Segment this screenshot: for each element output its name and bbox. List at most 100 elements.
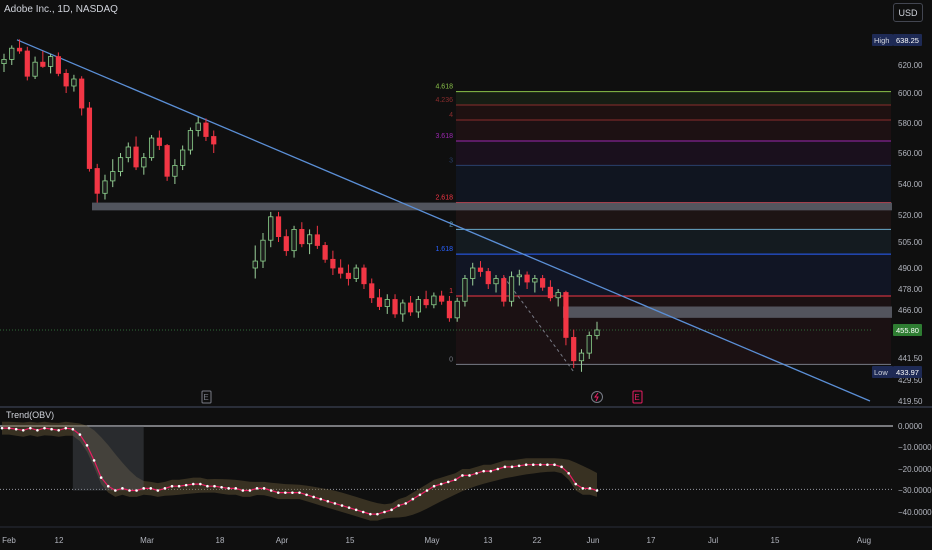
earnings-marker-label: E (203, 393, 208, 402)
obv-point (354, 508, 358, 512)
candle-body (415, 299, 421, 313)
obv-point (64, 426, 68, 430)
time-tick-label: Feb (2, 536, 16, 545)
price-tick-label: 419.50 (898, 397, 923, 406)
obv-point (213, 484, 216, 488)
obv-point (376, 512, 379, 516)
low-badge-label-bg (872, 366, 893, 378)
obv-point (369, 512, 372, 516)
candle-body (141, 157, 147, 168)
candle-body (180, 149, 186, 166)
candle-body (470, 267, 476, 279)
time-tick-label: Jul (708, 536, 718, 545)
fib-level-label: 1 (449, 288, 453, 295)
candle-body (102, 180, 108, 194)
obv-point (539, 463, 542, 467)
time-tick-label: 12 (55, 536, 64, 545)
time-tick-label: Aug (857, 536, 871, 545)
obv-point (234, 487, 238, 490)
obv-point (489, 469, 493, 473)
price-tick-label: 478.00 (898, 285, 923, 294)
fib-level-label: 4 (449, 112, 453, 119)
indicator-label[interactable]: Trend(OBV) (6, 410, 55, 420)
obv-point (163, 487, 167, 490)
fib-band (456, 91, 891, 105)
obv-point (404, 502, 408, 505)
price-tick-label: 490.00 (898, 264, 923, 273)
candle-body (446, 300, 453, 319)
time-tick-label: Mar (140, 536, 154, 545)
candle-body (9, 47, 15, 60)
price-tick-label: 560.00 (898, 149, 923, 158)
price-axis[interactable]: 620.00 600.00 580.00 560.00 540.00 520.00 505.… (898, 61, 923, 406)
time-tick-label: Apr (276, 536, 289, 545)
candle-body (392, 299, 398, 315)
obv-point (85, 444, 89, 447)
obv-point (496, 467, 500, 471)
obv-point (475, 472, 478, 475)
obv-point (177, 484, 181, 488)
candle-body (501, 278, 507, 302)
candle-body (268, 216, 274, 241)
candle-body (291, 228, 297, 252)
candle-body (16, 47, 23, 52)
obv-point (432, 484, 436, 488)
obv-point (57, 429, 60, 432)
candle-body (540, 278, 546, 288)
price-tick-label: 429.50 (898, 376, 923, 385)
obv-point (99, 476, 103, 479)
obv-point (390, 508, 393, 512)
candle-body (508, 276, 515, 302)
obv-cloud (72, 426, 144, 491)
fib-band (456, 229, 891, 255)
obv-point (156, 489, 160, 492)
price-tick-label: 466.00 (898, 306, 923, 315)
time-tick-label: 15 (346, 536, 355, 545)
time-tick-label: 18 (216, 536, 225, 545)
obv-point (454, 478, 457, 482)
high-badge-value: 638.25 (896, 36, 919, 45)
obv-point (248, 489, 252, 492)
candle-body (322, 245, 328, 260)
candle-body (314, 234, 320, 246)
candle-body (79, 78, 85, 109)
obv-point (92, 459, 96, 462)
support-zone-lower (563, 306, 892, 318)
candle-body (400, 302, 406, 315)
candle-body (156, 137, 162, 146)
fib-band (456, 141, 891, 166)
candle-body (345, 272, 352, 279)
price-tick-label: 600.00 (898, 89, 923, 98)
obv-point (510, 465, 514, 469)
lightning-icon (594, 392, 599, 402)
obv-point (71, 427, 75, 431)
obv-axis[interactable]: 0.0000 −10.0000 −20.0000 −30.0000 −40.0000 (898, 422, 932, 517)
price-tick-label: 580.00 (898, 119, 923, 128)
candle-body (211, 136, 217, 145)
projection-line (503, 276, 575, 373)
obv-point (312, 495, 315, 499)
price-tick-label: 441.50 (898, 354, 923, 363)
obv-point (326, 499, 330, 503)
candle-body (586, 335, 592, 354)
obv-point (128, 489, 131, 492)
fibonacci-extension[interactable]: 4.618 4.236 4 3.618 3 2.618 2 1.618 1 0 (0, 84, 891, 373)
obv-tick-label: −40.0000 (898, 508, 932, 517)
fib-level-label: 3.618 (435, 133, 453, 140)
time-axis[interactable]: Feb 12 Mar 18 Apr 15 May 13 22 Jun 17 Jul 15 Aug (0, 526, 932, 545)
candle-body (1, 59, 7, 65)
obv-point (7, 426, 11, 430)
candle-body (376, 297, 383, 307)
candle-body (578, 352, 585, 362)
candle-body (571, 337, 577, 362)
low-badge-value-bg (893, 366, 922, 378)
currency-button[interactable]: USD (893, 3, 923, 22)
obv-point (333, 502, 337, 505)
obv-point (298, 491, 301, 494)
obv-point (347, 506, 351, 510)
trendline[interactable] (16, 39, 871, 402)
last-price-badge-value: 455.80 (896, 326, 919, 335)
obv-panel (0, 421, 893, 521)
